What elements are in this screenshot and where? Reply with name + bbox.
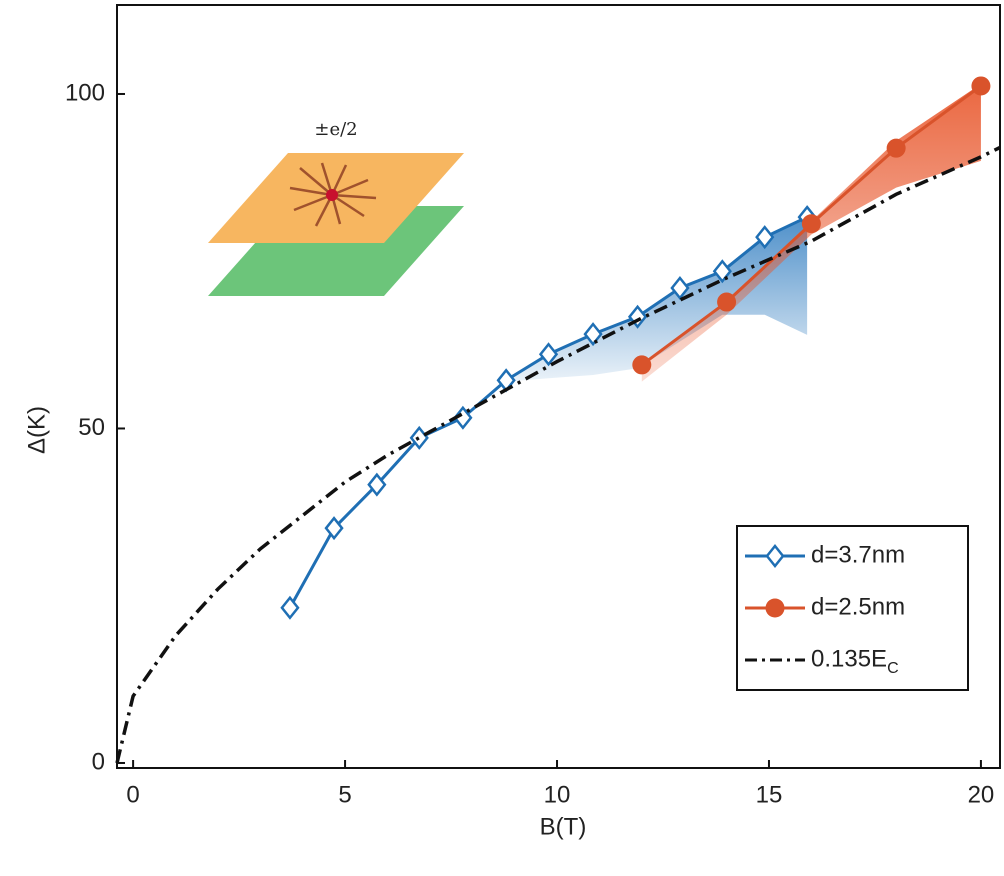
marker [886,138,906,158]
plot-area [115,76,1001,764]
legend-marker [765,598,785,618]
y-axis-label: Δ(K) [23,406,50,454]
marker [717,292,737,312]
inset-arrows [289,162,377,227]
x-tick-label: 10 [544,781,571,808]
marker [453,405,473,430]
marker [971,76,991,96]
x-tick-label: 20 [968,781,995,808]
legend-label: d=2.5nm [811,593,905,620]
y-tick-label: 50 [78,414,105,441]
x-tick-label: 0 [126,781,139,808]
inset-charge [326,189,338,201]
series-line [115,145,1001,764]
inset-label: ±e/2 [314,119,357,140]
y-tick-label: 0 [92,748,105,775]
y-tick-label: 100 [65,79,105,106]
marker [367,472,387,497]
marker [538,342,559,367]
marker [801,214,821,234]
legend-label: d=3.7nm [811,541,905,568]
marker [583,322,603,347]
x-axis-label: B(T) [540,813,587,840]
x-tick-label: 15 [756,781,783,808]
legend-label: 0.135EC [811,645,899,676]
marker [632,355,652,375]
x-tick-label: 5 [338,781,351,808]
marker [670,275,690,300]
marker [324,516,344,541]
inset: ±e/2 [208,119,464,296]
legend-marker [765,543,785,569]
marker [755,225,775,250]
plot-frame [116,4,1001,769]
marker [280,595,300,620]
